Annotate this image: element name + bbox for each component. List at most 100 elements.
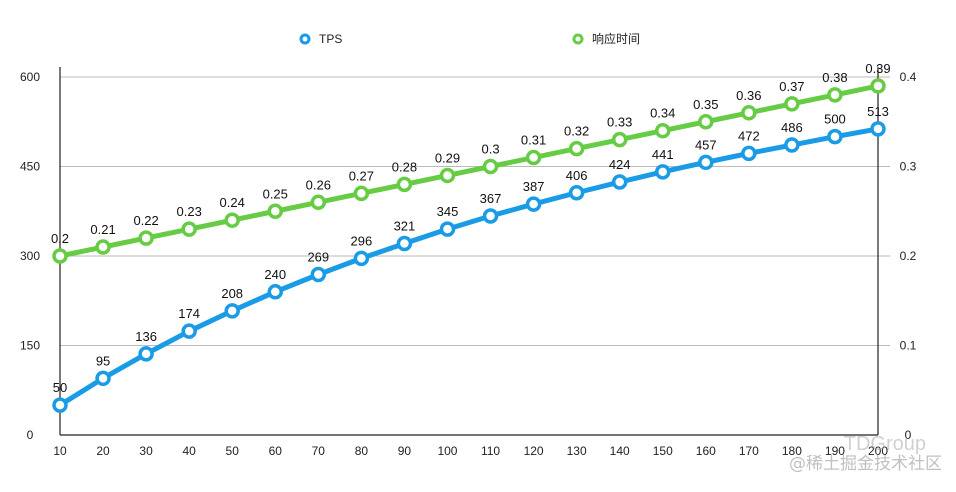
data-point [870, 78, 886, 94]
data-label: 0.3 [481, 142, 499, 157]
x-tick-label: 180 [782, 444, 802, 458]
legend-label: TPS [319, 32, 342, 46]
data-label: 321 [394, 218, 416, 233]
data-label: 0.22 [133, 213, 158, 228]
x-tick-label: 170 [739, 444, 759, 458]
y-right-tick-label: 0.2 [900, 249, 917, 263]
data-point [784, 137, 800, 153]
x-tick-label: 30 [139, 444, 153, 458]
data-point [525, 149, 542, 166]
data-label: 406 [566, 168, 588, 183]
data-label: 0.39 [865, 61, 890, 76]
y-right-tick-label: 0.1 [900, 339, 917, 353]
data-point [784, 96, 800, 112]
data-label: 0.29 [435, 150, 460, 165]
data-point [827, 128, 843, 145]
x-tick-label: 100 [437, 444, 457, 458]
data-label: 0.2 [51, 231, 69, 246]
data-point [611, 174, 628, 190]
x-tick-label: 80 [355, 444, 369, 458]
data-point [439, 221, 456, 237]
data-label: 472 [738, 128, 760, 143]
legend-marker [572, 33, 584, 45]
y-left-tick-label: 300 [20, 249, 40, 263]
data-label: 0.24 [220, 195, 245, 210]
x-tick-label: 110 [481, 444, 500, 458]
data-label: 0.21 [90, 222, 115, 237]
x-tick-label: 50 [226, 444, 240, 458]
data-point [525, 196, 542, 212]
x-tick-label: 70 [312, 444, 326, 458]
watermark-brand: TDGroup [843, 433, 926, 455]
x-tick-label: 10 [53, 444, 67, 458]
data-label: 345 [437, 204, 459, 219]
y-left-tick-label: 0 [27, 428, 34, 442]
data-label: 0.26 [306, 177, 331, 192]
data-point [52, 248, 68, 264]
data-point [138, 230, 154, 246]
data-point [741, 105, 757, 121]
x-tick-label: 40 [182, 444, 196, 458]
x-tick-label: 20 [96, 444, 110, 458]
data-label: 0.36 [736, 88, 761, 103]
data-label: 269 [307, 249, 329, 264]
data-point [568, 140, 585, 157]
data-label: 0.23 [177, 204, 202, 219]
data-label: 296 [351, 233, 373, 248]
x-tick-label: 190 [825, 444, 845, 458]
data-label: 486 [781, 120, 803, 135]
data-label: 441 [652, 147, 674, 162]
x-tick-label: 140 [610, 444, 630, 458]
y-left-tick-label: 450 [20, 160, 40, 174]
data-point [439, 167, 456, 184]
data-point [95, 239, 111, 255]
data-label: 0.38 [822, 70, 847, 85]
y-right-tick-label: 0.3 [900, 160, 917, 174]
data-label: 95 [96, 353, 110, 368]
data-point [353, 250, 370, 267]
data-point [698, 114, 714, 130]
y-right-tick-label: 0 [905, 428, 912, 442]
data-point [310, 194, 327, 211]
data-point [224, 212, 240, 228]
x-tick-label: 200 [868, 444, 888, 458]
data-label: 500 [824, 112, 846, 127]
data-point [698, 154, 714, 171]
data-label: 50 [53, 380, 67, 395]
data-label: 0.31 [521, 133, 546, 148]
data-point [654, 122, 671, 139]
data-label: 136 [135, 329, 157, 344]
data-label: 0.25 [263, 186, 288, 201]
data-label: 0.37 [779, 79, 804, 94]
data-label: 240 [264, 267, 286, 282]
data-point [181, 323, 197, 339]
data-point [310, 266, 327, 283]
data-point [267, 284, 284, 300]
data-point [611, 131, 628, 148]
data-label: 0.33 [607, 115, 632, 130]
data-label: 513 [867, 104, 889, 119]
data-point [138, 346, 154, 362]
data-point [396, 176, 413, 193]
data-label: 387 [523, 179, 545, 194]
data-point [267, 203, 284, 219]
x-tick-label: 150 [653, 444, 673, 458]
data-point [654, 164, 671, 180]
data-label: 0.34 [650, 106, 675, 121]
data-point [568, 185, 585, 201]
x-tick-label: 130 [567, 444, 587, 458]
data-point [181, 221, 197, 237]
x-tick-label: 160 [696, 444, 716, 458]
watermark-text: @稀土掘金技术社区 [789, 454, 942, 474]
x-tick-label: 120 [524, 444, 544, 458]
data-label: 457 [695, 137, 717, 152]
data-point [741, 145, 757, 162]
data-point [95, 370, 111, 387]
data-point [827, 87, 843, 103]
data-label: 424 [609, 157, 631, 172]
legend-marker [299, 33, 311, 45]
data-label: 0.28 [392, 159, 417, 174]
data-label: 0.32 [564, 124, 589, 139]
y-left-tick-label: 150 [20, 339, 40, 353]
